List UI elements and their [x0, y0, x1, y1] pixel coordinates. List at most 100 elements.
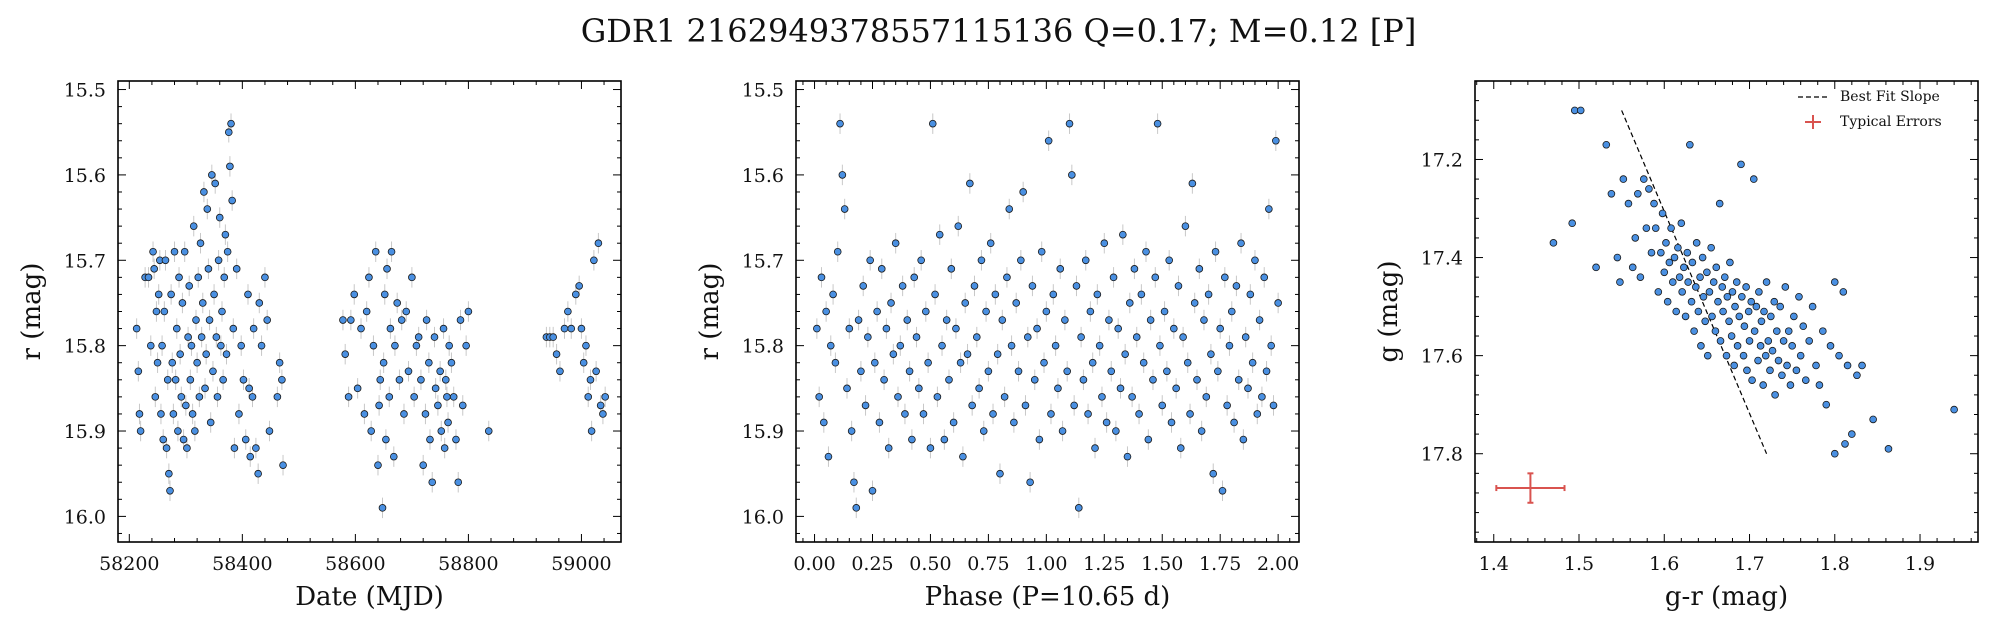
- data-point: [970, 282, 979, 290]
- data-point: [1843, 361, 1852, 370]
- data-point: [579, 358, 588, 367]
- data-point: [278, 375, 286, 384]
- data-point: [1747, 297, 1756, 306]
- data-point: [246, 452, 255, 461]
- data-point: [188, 410, 197, 418]
- data-point: [1000, 393, 1009, 401]
- data-point: [871, 358, 879, 367]
- y-axis-label: r (mag): [17, 263, 47, 361]
- data-point: [1628, 263, 1637, 272]
- data-point: [196, 239, 205, 248]
- data-point: [1781, 283, 1790, 291]
- data-point: [1647, 248, 1656, 257]
- data-point: [1074, 504, 1083, 512]
- data-point: [1239, 435, 1248, 444]
- data-point: [887, 299, 895, 307]
- data-point: [1727, 332, 1736, 340]
- data-point: [1272, 136, 1280, 145]
- data-point: [1260, 273, 1269, 282]
- data-point: [1732, 278, 1741, 286]
- data-point: [940, 435, 949, 444]
- data-point: [942, 316, 951, 324]
- data-point: [1712, 263, 1721, 272]
- data-point: [896, 341, 905, 350]
- data-point: [1112, 427, 1120, 435]
- data-point: [1165, 256, 1173, 265]
- data-point: [1244, 384, 1252, 393]
- data-point: [1616, 278, 1624, 286]
- data-point: [144, 273, 153, 282]
- data-point: [257, 341, 266, 350]
- data-point: [1687, 297, 1696, 306]
- x-tick-label: 0.25: [851, 553, 893, 575]
- data-point: [1774, 356, 1783, 365]
- data-point: [1576, 106, 1585, 115]
- data-point: [1624, 199, 1633, 208]
- data-point: [245, 384, 253, 393]
- data-point: [1675, 273, 1684, 281]
- data-point: [484, 427, 493, 435]
- data-point: [1246, 290, 1255, 299]
- data-point: [153, 358, 162, 367]
- data-point: [1642, 224, 1651, 232]
- y-tick-label: 17.8: [1421, 444, 1463, 466]
- data-point: [850, 478, 858, 487]
- data-point: [1023, 333, 1032, 341]
- data-point: [1218, 486, 1227, 495]
- data-point: [1690, 327, 1698, 335]
- data-point: [204, 265, 213, 273]
- data-point: [1715, 199, 1724, 208]
- data-point: [1061, 316, 1069, 324]
- data-point: [431, 384, 440, 393]
- data-point: [168, 358, 177, 367]
- data-point: [1783, 361, 1791, 370]
- y-tick-label: 15.6: [742, 165, 784, 187]
- data-point: [847, 427, 856, 435]
- data-point: [1035, 435, 1044, 444]
- data-point: [875, 418, 884, 427]
- data-point: [924, 358, 932, 367]
- data-point: [374, 461, 382, 469]
- data-point: [1723, 292, 1732, 301]
- data-point: [949, 418, 958, 427]
- data-point: [360, 410, 369, 418]
- x-axis-label: Date (MJD): [295, 582, 444, 612]
- data-point: [1265, 205, 1273, 213]
- x-tick-label: 1.50: [1141, 553, 1183, 575]
- data-point: [1128, 393, 1136, 401]
- data-point: [1592, 263, 1600, 272]
- x-tick-label: 1.4: [1479, 553, 1509, 575]
- data-point: [1251, 256, 1259, 265]
- data-point: [149, 247, 157, 256]
- data-point: [1761, 351, 1770, 360]
- data-point: [979, 427, 988, 435]
- data-point: [1696, 273, 1704, 281]
- data-point: [1822, 400, 1831, 409]
- data-point: [1707, 243, 1715, 252]
- data-point: [1796, 351, 1805, 360]
- data-point: [1752, 302, 1761, 311]
- data-point: [186, 375, 195, 384]
- data-point: [255, 299, 264, 307]
- data-point: [1195, 265, 1204, 273]
- data-point: [1858, 361, 1866, 370]
- data-point: [880, 375, 888, 384]
- data-point: [1743, 366, 1751, 375]
- data-point: [1667, 224, 1675, 232]
- data-point: [203, 205, 212, 213]
- data-point: [150, 265, 158, 273]
- data-point: [1234, 375, 1243, 384]
- data-point: [215, 213, 224, 222]
- data-point: [174, 427, 182, 435]
- data-point: [249, 324, 258, 333]
- data-point: [1114, 324, 1122, 333]
- data-point: [973, 333, 981, 341]
- data-point: [1197, 427, 1206, 435]
- data-point: [910, 273, 919, 282]
- data-point: [956, 358, 965, 367]
- data-point: [178, 299, 187, 307]
- data-point: [1760, 307, 1768, 316]
- data-point: [444, 418, 452, 427]
- data-point: [945, 375, 953, 384]
